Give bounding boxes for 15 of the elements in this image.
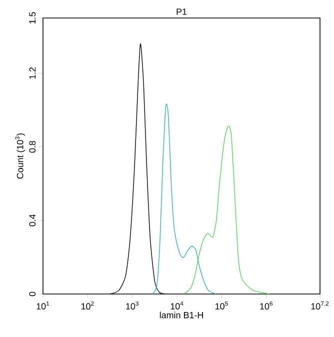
y-axis-title: Count (10$^{3}$)	[15, 133, 26, 179]
y-tick-label: 0	[29, 292, 36, 296]
x-tick-label: 10$^{1}$	[36, 301, 50, 310]
x-axis-title: lamin B1-H	[160, 312, 203, 318]
x-tick-label: 10$^{4}$	[170, 301, 184, 310]
x-tick-label: 10$^{6}$	[260, 301, 273, 310]
chart-title: P1	[176, 8, 187, 15]
y-tick-label: 0.8	[29, 140, 36, 153]
x-tick-label: 10$^{5}$	[216, 301, 228, 310]
y-tick-label: 1.5	[29, 12, 36, 24]
y-tick-label: 0.4	[29, 214, 36, 226]
x-tick-label: 10$^{2}$	[81, 301, 94, 310]
y-tick-label: 1.2	[29, 67, 36, 79]
x-tick-label: 10$^{7.2}$	[311, 301, 329, 310]
x-tick-label: 10$^{3}$	[126, 301, 138, 310]
